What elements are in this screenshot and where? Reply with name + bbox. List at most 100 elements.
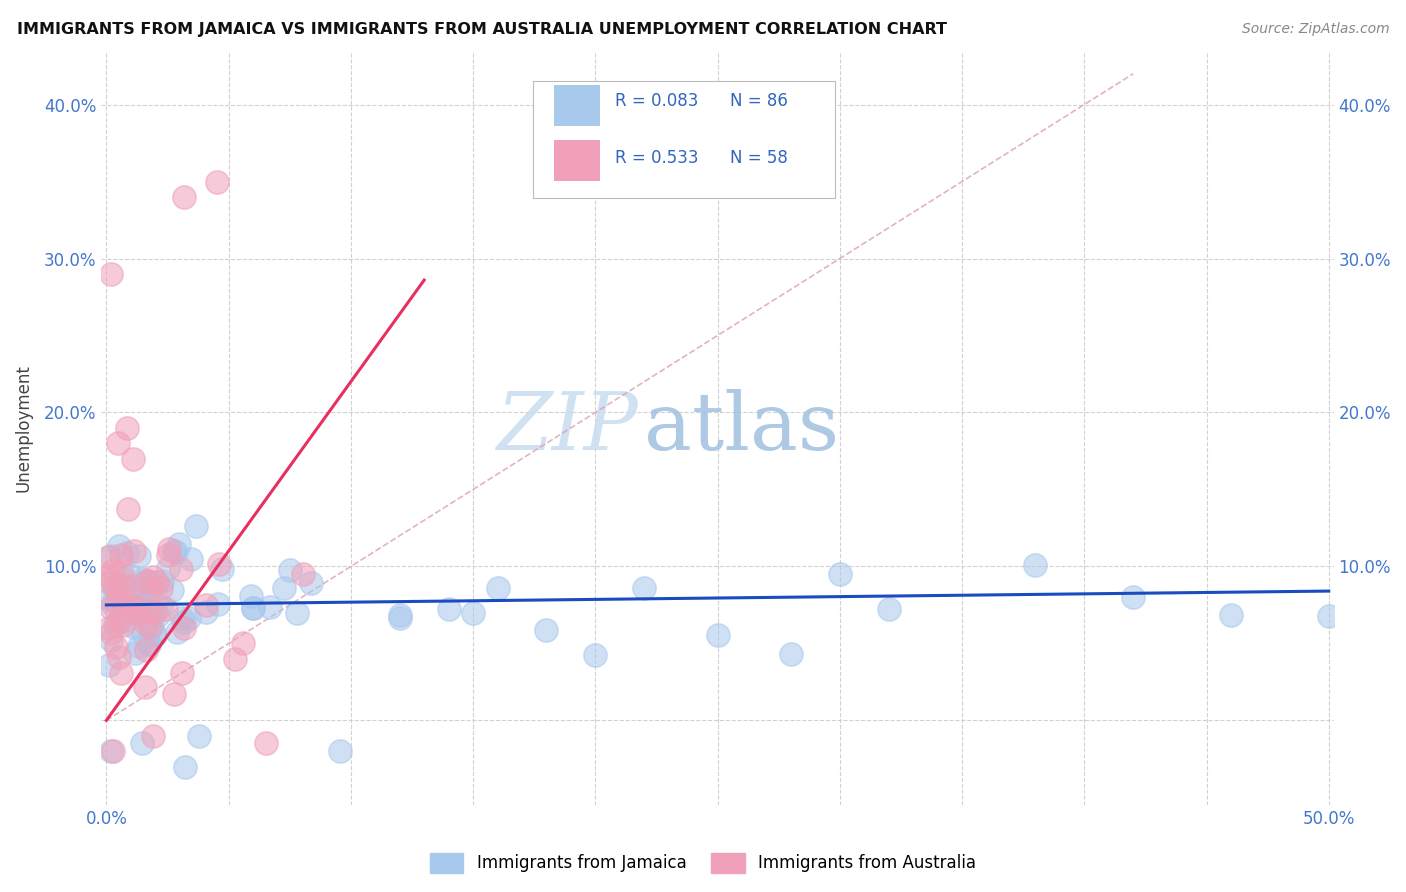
- Point: [100, 625, 122, 640]
- Point: [110, 564, 132, 578]
- Point: [97, 658, 120, 673]
- Point: [536, 624, 558, 638]
- Point: [103, 563, 125, 577]
- Point: [828, 566, 851, 581]
- Point: [240, 589, 263, 603]
- Point: [135, 617, 157, 632]
- Point: [388, 607, 411, 622]
- Text: R = 0.533: R = 0.533: [616, 149, 699, 167]
- Point: [115, 599, 138, 613]
- Point: [111, 617, 134, 632]
- Point: [437, 601, 460, 615]
- Point: [170, 610, 193, 624]
- Point: [127, 607, 149, 621]
- Point: [121, 579, 143, 593]
- Point: [107, 540, 129, 554]
- Point: [134, 574, 156, 589]
- Point: [142, 729, 165, 743]
- Point: [134, 680, 156, 694]
- Point: [135, 643, 157, 657]
- Point: [273, 581, 295, 595]
- Point: [1220, 607, 1243, 622]
- Point: [388, 611, 411, 625]
- Point: [170, 665, 193, 680]
- Point: [110, 548, 132, 562]
- Point: [165, 545, 187, 559]
- Point: [155, 602, 177, 616]
- Point: [118, 568, 141, 582]
- Point: [105, 640, 128, 655]
- Point: [486, 581, 509, 595]
- Point: [97, 591, 120, 606]
- Text: R = 0.083: R = 0.083: [616, 92, 699, 111]
- Point: [118, 593, 141, 607]
- Point: [146, 574, 169, 589]
- Point: [152, 574, 174, 589]
- Point: [583, 648, 606, 662]
- Point: [107, 615, 129, 629]
- Point: [131, 737, 153, 751]
- Text: Source: ZipAtlas.com: Source: ZipAtlas.com: [1241, 22, 1389, 37]
- Point: [110, 665, 132, 680]
- Point: [143, 628, 166, 642]
- Point: [124, 646, 146, 660]
- Point: [103, 580, 125, 594]
- FancyBboxPatch shape: [533, 81, 835, 198]
- Point: [100, 574, 122, 588]
- Point: [136, 604, 159, 618]
- Point: [170, 562, 193, 576]
- Point: [138, 637, 160, 651]
- Point: [1024, 558, 1046, 572]
- Text: N = 86: N = 86: [730, 92, 787, 111]
- Point: [136, 574, 159, 588]
- Point: [141, 607, 163, 621]
- Point: [148, 608, 170, 623]
- Point: [124, 593, 146, 607]
- Point: [232, 636, 254, 650]
- Point: [139, 583, 162, 598]
- Point: [124, 598, 146, 612]
- Point: [184, 519, 207, 533]
- Point: [134, 587, 156, 601]
- Point: [1317, 609, 1340, 624]
- Point: [135, 599, 157, 614]
- Point: [138, 637, 160, 651]
- Point: [121, 451, 143, 466]
- Point: [129, 607, 152, 621]
- Point: [278, 563, 301, 577]
- Point: [141, 577, 163, 591]
- Point: [142, 569, 165, 583]
- Point: [115, 614, 138, 628]
- Point: [706, 628, 728, 642]
- Point: [97, 568, 120, 582]
- Point: [145, 605, 167, 619]
- Text: IMMIGRANTS FROM JAMAICA VS IMMIGRANTS FROM AUSTRALIA UNEMPLOYMENT CORRELATION CH: IMMIGRANTS FROM JAMAICA VS IMMIGRANTS FR…: [17, 22, 946, 37]
- Point: [98, 576, 121, 591]
- Point: [128, 549, 150, 563]
- Point: [173, 190, 195, 204]
- Point: [166, 624, 188, 639]
- Point: [115, 421, 138, 435]
- Point: [160, 582, 183, 597]
- Point: [208, 557, 231, 571]
- Point: [780, 647, 803, 661]
- Point: [139, 620, 162, 634]
- Bar: [554, 140, 600, 181]
- Point: [163, 687, 186, 701]
- Point: [107, 649, 129, 664]
- Point: [329, 744, 352, 758]
- Point: [156, 560, 179, 574]
- Text: atlas: atlas: [644, 389, 839, 467]
- Point: [173, 615, 195, 630]
- Point: [111, 571, 134, 585]
- Point: [104, 595, 127, 609]
- Point: [132, 572, 155, 586]
- Point: [110, 579, 132, 593]
- Point: [122, 544, 145, 558]
- Point: [122, 584, 145, 599]
- Point: [633, 582, 655, 596]
- Point: [132, 581, 155, 595]
- Point: [107, 436, 129, 450]
- Point: [122, 620, 145, 634]
- Point: [187, 729, 209, 743]
